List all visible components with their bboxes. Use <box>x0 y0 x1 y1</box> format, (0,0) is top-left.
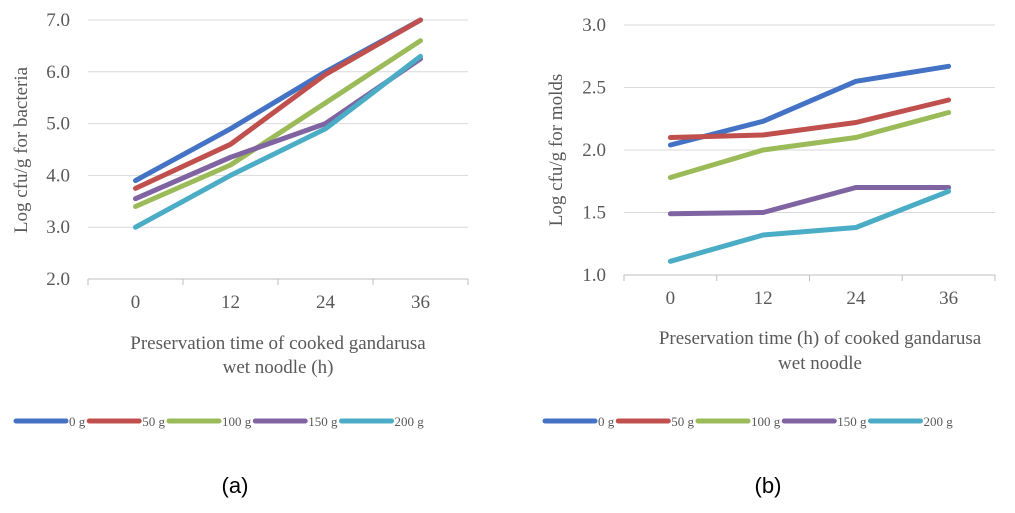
legend-label: 150 g <box>837 414 867 429</box>
x-tick-label: 12 <box>221 292 240 313</box>
series-line-100-g <box>667 110 952 180</box>
x-axis-label: Preservation time of cooked gandarusa <box>130 333 426 354</box>
legend-label: 150 g <box>308 414 338 429</box>
x-axis-label: Preservation time (h) of cooked gandarus… <box>659 328 982 349</box>
y-tick-label: 1.5 <box>582 203 606 224</box>
y-tick-label: 6.0 <box>46 62 70 83</box>
series-line-50-g <box>133 17 423 191</box>
series-line-200-g <box>667 188 952 264</box>
y-tick-label: 4.0 <box>46 165 70 186</box>
y-tick-label: 2.5 <box>582 78 606 99</box>
series-line-150-g <box>133 56 423 202</box>
series-line-100-g <box>133 38 423 209</box>
chart-b: 1.0 1.5 2.0 2.5 3.0 0 12 24 36 Log cfu/g for mold… <box>542 15 996 498</box>
y-tick-label: 7.0 <box>46 10 70 31</box>
legend-label: 200 g <box>395 414 425 429</box>
x-tick-label: 12 <box>754 288 773 309</box>
legend-label: 0 g <box>598 414 615 429</box>
x-tick-label: 24 <box>846 288 866 309</box>
y-tick-label: 3.0 <box>582 15 606 36</box>
x-axis-label: wet noodle (h) <box>223 357 334 378</box>
x-tick-label: 36 <box>411 292 430 313</box>
series-line-150-g <box>667 185 952 217</box>
x-tick-label: 0 <box>131 292 141 313</box>
y-tick-label: 5.0 <box>46 114 70 135</box>
panel-caption: (b) <box>755 473 782 498</box>
legend-label: 100 g <box>222 414 252 429</box>
y-tick-label: 2.0 <box>582 140 606 161</box>
series-line-0-g <box>667 63 952 148</box>
legend-label: 50 g <box>142 414 165 429</box>
x-tick-label: 0 <box>666 288 676 309</box>
series-line-200-g <box>133 53 423 230</box>
y-tick-label: 2.0 <box>46 269 70 290</box>
x-tick-label: 24 <box>316 292 336 313</box>
panel-caption: (a) <box>222 473 249 498</box>
legend-label: 0 g <box>69 414 86 429</box>
y-axis-label: Log cfu/g for bacteria <box>11 66 32 233</box>
x-axis-label: wet noodle <box>778 353 862 374</box>
y-tick-label: 3.0 <box>46 217 70 238</box>
chart-a: 2.0 3.0 4.0 5.0 6.0 7.0 0 12 24 36 Log cfu/g for b… <box>11 10 469 498</box>
x-tick-label: 36 <box>939 288 958 309</box>
y-axis-label: Log cfu/g for molds <box>546 74 567 227</box>
legend-label: 50 g <box>671 414 694 429</box>
legend-label: 100 g <box>751 414 781 429</box>
legend-label: 200 g <box>924 414 954 429</box>
y-tick-label: 1.0 <box>582 265 606 286</box>
series-line-50-g <box>667 97 952 140</box>
